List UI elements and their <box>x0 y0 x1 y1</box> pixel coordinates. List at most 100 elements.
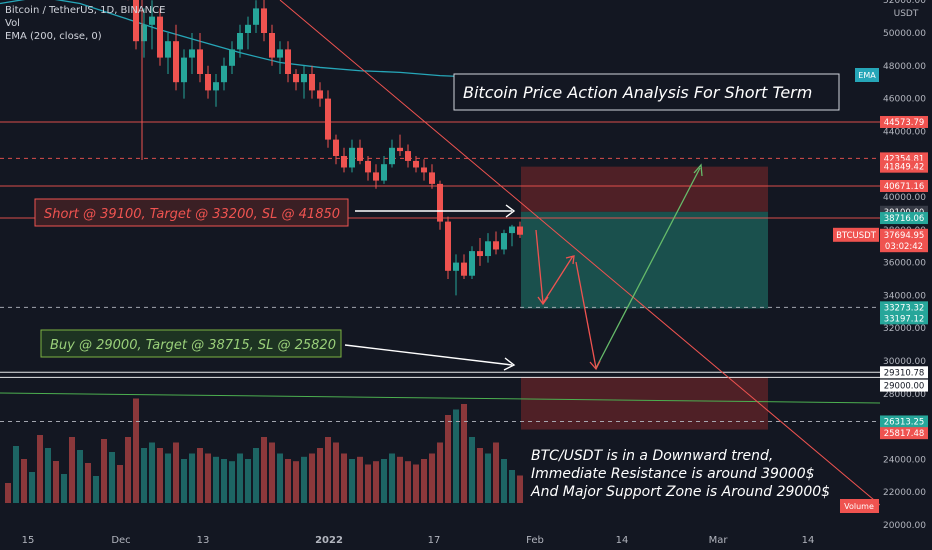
candle-body <box>253 8 259 25</box>
price-label: 40671.16 <box>884 182 925 192</box>
ema-badge-text: EMA <box>858 71 876 80</box>
volume-bar <box>365 464 371 503</box>
volume-bar <box>181 459 187 503</box>
arrowhead <box>693 163 703 177</box>
x-tick-label: 14 <box>802 535 815 546</box>
price-label: 29000.00 <box>884 382 925 392</box>
short-note-text: Short @ 39100, Target @ 33200, SL @ 4185… <box>44 207 340 222</box>
volume-bar <box>45 448 51 503</box>
volume-bar <box>93 476 99 503</box>
candle-body <box>437 183 443 222</box>
candle-body <box>453 262 459 271</box>
volume-bar <box>261 437 267 503</box>
candle-body <box>165 41 171 58</box>
volume-bar <box>453 409 459 503</box>
projection-arrow <box>575 261 597 369</box>
price-label: 25817.48 <box>884 429 925 439</box>
volume-bar <box>477 448 483 503</box>
price-label: 42354.81 <box>884 154 925 164</box>
volume-bar <box>205 453 211 503</box>
x-tick-label: Feb <box>526 535 544 546</box>
volume-bar <box>189 453 195 503</box>
candle-body <box>293 74 299 83</box>
arrowhead <box>505 204 516 218</box>
volume-bar <box>501 459 507 503</box>
volume-bar <box>213 456 219 503</box>
time-axis <box>0 530 880 550</box>
y-tick-label: 30000.00 <box>883 357 926 367</box>
x-tick-label: 15 <box>22 535 35 546</box>
price-label: 33197.12 <box>884 314 925 324</box>
y-tick-label: 52000.00 <box>883 0 926 6</box>
y-tick-label: 22000.00 <box>883 488 926 498</box>
y-tick-label: 40000.00 <box>883 193 926 203</box>
x-tick-label: 2022 <box>315 535 343 546</box>
candle-body <box>133 0 139 42</box>
projection-arrow-up <box>595 167 701 369</box>
price-label: 37694.95 <box>884 231 925 241</box>
symbol-badge-text: BTCUSDT <box>836 231 877 241</box>
candle-body <box>261 8 267 33</box>
volume-bar <box>349 459 355 503</box>
volume-bar <box>173 442 179 503</box>
volume-bar <box>221 459 227 503</box>
candle-body <box>405 151 411 161</box>
candle-body <box>501 233 507 250</box>
candle-body <box>229 49 235 66</box>
buy-note-text: Buy @ 29000, Target @ 38715, SL @ 25820 <box>50 338 336 353</box>
price-label: 38716.06 <box>884 214 925 224</box>
price-label: 03:02:42 <box>885 242 923 252</box>
buy-pointer <box>344 344 513 366</box>
candle-body <box>509 226 515 234</box>
candle-body <box>205 74 211 91</box>
candle-body <box>141 24 147 42</box>
price-label: 44573.79 <box>884 118 925 128</box>
candle-body <box>429 172 435 184</box>
short-stop-zone <box>521 166 768 212</box>
volume-bar <box>141 448 147 503</box>
volume-bar <box>373 461 379 503</box>
volume-bar <box>469 437 475 503</box>
arrowhead <box>537 296 549 306</box>
candle-body <box>173 41 179 83</box>
volume-bar <box>317 448 323 503</box>
candle-body <box>149 16 155 25</box>
title-box <box>453 73 840 111</box>
volume-bar <box>413 464 419 503</box>
candle-body <box>157 16 163 58</box>
volume-bar <box>149 442 155 503</box>
volume-bar <box>301 456 307 503</box>
candle-body <box>333 139 339 156</box>
volume-bar <box>37 435 43 503</box>
volume-bar <box>53 461 59 503</box>
volume-bar <box>109 452 115 503</box>
y-tick-label: 46000.00 <box>883 95 926 105</box>
short-target-zone <box>521 211 768 309</box>
volume-legend: Vol <box>5 18 20 29</box>
candle-body <box>213 82 219 91</box>
trend-note-line: And Major Support Zone is Around 29000$ <box>530 484 830 500</box>
volume-bar <box>405 461 411 503</box>
support-trendline <box>0 392 881 404</box>
volume-bar <box>389 453 395 503</box>
volume-bar <box>269 442 275 503</box>
y-tick-label: 48000.00 <box>883 62 926 72</box>
arrowhead <box>589 360 601 371</box>
price-label-box <box>880 301 928 314</box>
x-tick-label: 17 <box>428 535 441 546</box>
candle-body <box>317 90 323 99</box>
candle-body <box>285 49 291 74</box>
volume-bar <box>397 456 403 503</box>
x-tick-label: 14 <box>616 535 629 546</box>
price-label: 26313.25 <box>884 417 925 427</box>
volume-bar <box>85 463 91 503</box>
projection-arrow <box>535 229 544 304</box>
candle-body <box>517 226 523 235</box>
symbol-line: Bitcoin / TetherUS, 1D, BINANCE <box>5 5 166 16</box>
candle-body <box>189 49 195 58</box>
x-tick-label: Dec <box>111 535 130 546</box>
volume-bar <box>421 459 427 503</box>
y-tick-label: 32000.00 <box>883 324 926 334</box>
candle-body <box>389 147 395 165</box>
